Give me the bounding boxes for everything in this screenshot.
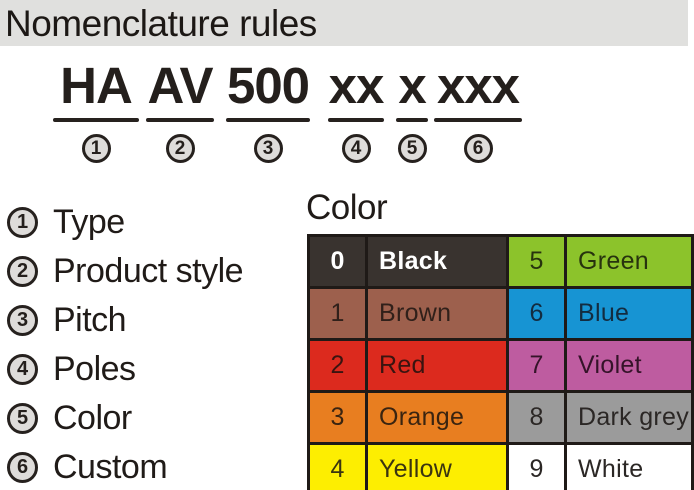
- page-title: Nomenclature rules: [5, 3, 317, 44]
- title-banner: Nomenclature rules: [0, 0, 688, 46]
- color-row-black: 0 Black: [307, 234, 514, 289]
- legend-item-color: 5 Color: [7, 394, 243, 443]
- legend-item-poles: 4 Poles: [7, 345, 243, 394]
- code-segment-text: AV: [147, 57, 213, 114]
- color-row-dark-grey: 8 Dark grey: [506, 390, 694, 445]
- legend-label: Poles: [53, 350, 136, 388]
- color-row-brown: 1 Brown: [307, 286, 514, 341]
- color-name-cell: Yellow: [365, 442, 514, 490]
- legend-item-product-style: 2 Product style: [7, 247, 244, 296]
- color-name-cell: Green: [564, 234, 694, 289]
- color-name-cell: Black: [365, 234, 514, 289]
- legend-label: Pitch: [53, 301, 127, 339]
- color-table-heading: Color: [306, 188, 388, 227]
- color-name-cell: Blue: [564, 286, 694, 341]
- color-code-cell: 0: [307, 234, 368, 289]
- segment-underline: [328, 118, 384, 122]
- segment-number-badge: 3: [253, 134, 283, 163]
- code-segment-text: HA: [60, 57, 133, 114]
- color-code-cell: 6: [506, 286, 567, 341]
- code-segment-text: x: [398, 57, 426, 114]
- segment-underline: [434, 118, 522, 122]
- color-row-white: 9 White: [506, 442, 694, 490]
- color-name-cell: Dark grey: [564, 390, 694, 445]
- legend-item-custom: 6 Custom: [7, 443, 243, 490]
- legend-number-badge: 5: [7, 403, 38, 434]
- legend-label: Type: [53, 203, 125, 241]
- legend-number-badge: 6: [7, 452, 38, 483]
- code-segment-6: xxx 6: [434, 57, 522, 163]
- legend-number-badge: 4: [7, 354, 38, 385]
- color-code-cell: 2: [307, 338, 368, 393]
- color-code-cell: 4: [307, 442, 368, 490]
- color-code-cell: 5: [506, 234, 567, 289]
- color-row-blue: 6 Blue: [506, 286, 694, 341]
- code-segment-4: xx 4: [328, 57, 384, 163]
- legend-number-badge: 2: [7, 256, 38, 287]
- color-name-cell: Violet: [564, 338, 694, 393]
- color-row-yellow: 4 Yellow: [307, 442, 514, 490]
- color-table-right: 5 Green 6 Blue 7 Violet 8 Dark grey 9 Wh…: [506, 234, 694, 490]
- legend-label: Color: [53, 399, 132, 437]
- color-table-left: 0 Black 1 Brown 2 Red 3 Orange 4 Yellow: [307, 234, 514, 490]
- legend-number-badge: 1: [7, 207, 38, 238]
- color-name-cell: Red: [365, 338, 514, 393]
- legend-number-badge: 3: [7, 305, 38, 336]
- legend-item-type: 1 Type: [7, 198, 243, 247]
- code-segment-5: x 5: [396, 57, 428, 163]
- color-row-orange: 3 Orange: [307, 390, 514, 445]
- legend-list: 1 Type 2 Product style 3 Pitch 4 Poles 5…: [7, 198, 244, 490]
- color-code-cell: 1: [307, 286, 368, 341]
- color-row-violet: 7 Violet: [506, 338, 694, 393]
- segment-underline: [146, 118, 214, 122]
- segment-number-badge: 5: [397, 134, 427, 163]
- color-code-cell: 8: [506, 390, 567, 445]
- segment-underline: [396, 118, 428, 122]
- code-segment-text: xx: [328, 57, 385, 114]
- color-code-cell: 9: [506, 442, 567, 490]
- segment-underline: [226, 118, 310, 122]
- legend-label: Custom: [53, 448, 168, 486]
- code-segment-2: AV 2: [146, 57, 214, 163]
- code-segment-text: 500: [226, 57, 310, 114]
- code-segment-text: xxx: [436, 57, 520, 114]
- color-row-red: 2 Red: [307, 338, 514, 393]
- color-name-cell: Orange: [365, 390, 514, 445]
- color-code-cell: 7: [506, 338, 567, 393]
- legend-label: Product style: [53, 252, 244, 290]
- segment-number-badge: 6: [463, 134, 493, 163]
- code-segment-3: 500 3: [226, 57, 310, 163]
- color-row-green: 5 Green: [506, 234, 694, 289]
- color-name-cell: White: [564, 442, 694, 490]
- segment-underline: [53, 118, 139, 122]
- segment-number-badge: 4: [341, 134, 371, 163]
- color-code-cell: 3: [307, 390, 368, 445]
- code-segment-1: HA 1: [53, 57, 139, 163]
- segment-number-badge: 1: [81, 134, 111, 163]
- segment-number-badge: 2: [165, 134, 195, 163]
- legend-item-pitch: 3 Pitch: [7, 296, 243, 345]
- color-name-cell: Brown: [365, 286, 514, 341]
